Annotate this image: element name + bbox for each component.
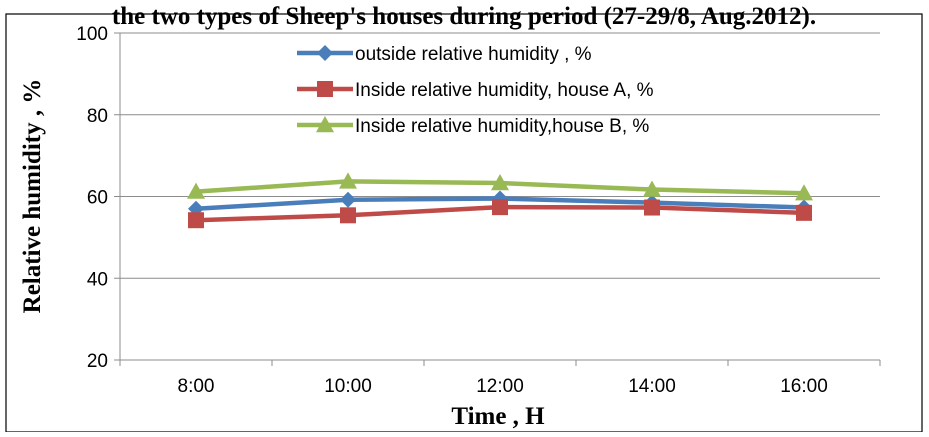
data-point [491,174,509,191]
y-tick-label: 40 [87,269,108,290]
legend-label: Inside relative humidity, house A, % [355,80,654,101]
data-point [796,204,812,221]
data-point [340,207,356,224]
x-tick-label: 16:00 [780,376,828,397]
series-group [187,172,813,229]
x-tick-label: 10:00 [324,376,372,397]
series-2 [188,199,812,229]
y-axis-ticks: 20 40 60 80 100 [76,24,120,372]
y-tick-label: 60 [87,188,108,209]
legend-marker [317,81,333,97]
chart-title: the two types of Sheep's houses during p… [112,3,816,30]
legend-label: Inside relative humidity,house B, % [355,116,649,137]
x-tick-label: 8:00 [178,376,215,397]
y-tick-label: 100 [76,24,108,45]
y-tick-label: 80 [87,106,108,127]
legend-entry: Inside relative humidity,house B, % [297,116,649,137]
y-axis-label: Relative humidity , % [19,79,46,314]
x-tick-label: 12:00 [476,376,524,397]
legend-marker [317,45,333,61]
x-tick-label: 14:00 [628,376,676,397]
y-tick-label: 20 [87,351,108,372]
data-point [339,172,357,189]
data-point [643,180,661,197]
data-point [644,199,660,216]
legend-label: outside relative humidity , % [355,44,592,65]
data-point [492,199,508,216]
x-axis-ticks: 8:00 10:00 12:00 14:00 16:00 [119,360,881,397]
x-axis-label: Time , H [451,403,545,430]
legend-marker [316,116,334,133]
legend-entry: Inside relative humidity, house A, % [297,80,654,101]
series-3 [187,172,813,201]
data-point [188,212,204,229]
legend: outside relative humidity , % Inside rela… [297,44,654,137]
data-point [340,191,356,208]
legend-entry: outside relative humidity , % [297,44,592,65]
data-point [187,182,205,199]
data-point [795,184,813,201]
